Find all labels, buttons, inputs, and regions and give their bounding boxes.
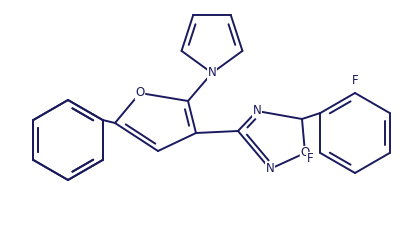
Text: F: F xyxy=(306,153,312,166)
Text: F: F xyxy=(351,74,357,87)
Text: N: N xyxy=(252,105,261,118)
Text: N: N xyxy=(265,162,274,175)
Text: O: O xyxy=(135,87,144,100)
Text: O: O xyxy=(300,147,309,160)
Text: N: N xyxy=(207,67,216,80)
